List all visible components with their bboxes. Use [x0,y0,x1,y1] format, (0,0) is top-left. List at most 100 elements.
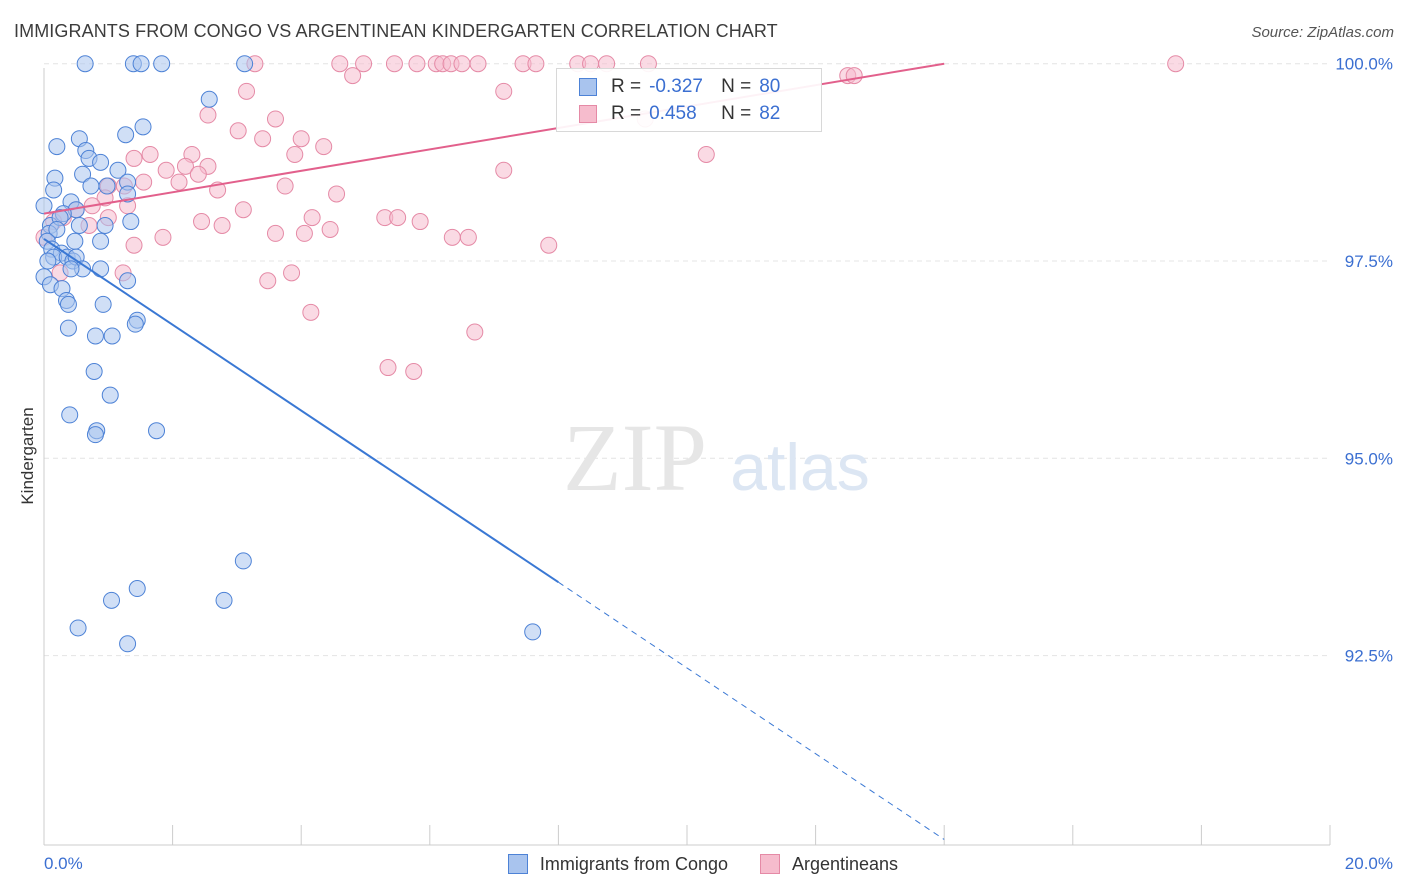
argentineans-point [540,236,558,254]
congo-point [126,315,144,333]
congo-legend-swatch [507,854,528,874]
argentineans-point [443,228,461,246]
x-tick-label: 0.0% [44,854,83,873]
argentineans-point [845,67,863,85]
congo-point [62,260,80,278]
argentineans-point [254,130,272,148]
watermark-atlas: atlas [730,430,869,504]
r-value: -0.327 [649,76,703,97]
stats-row-congo: R = -0.327 N = 80 [579,73,780,101]
argentineans-point [286,145,304,163]
congo-point [92,260,110,278]
argentineans-point [495,161,513,179]
grid-lines [44,63,1330,657]
congo-point [236,55,254,73]
y-tick-label: 95.0% [1345,449,1393,468]
congo-point [234,552,252,570]
argentineans-point [331,55,349,73]
stats-row-argentineans: R = 0.458 N = 82 [579,100,780,128]
argentineans-point [266,224,284,242]
congo-point [82,177,100,195]
stats-legend-box: R = -0.327 N = 80 R = 0.458 N = 82 [556,68,822,132]
congo-point [76,55,94,73]
congo-point [86,327,104,345]
congo-point [74,165,92,183]
argentineans-point [125,149,143,167]
congo-swatch [579,78,597,96]
argentineans-point [295,224,313,242]
argentineans-point [1167,55,1185,73]
argentineans-point [385,55,403,73]
watermark: ZIP atlas [563,404,870,511]
argentineans-point [266,110,284,128]
argentineans-point [234,201,252,219]
argentineans-point [469,55,487,73]
congo-point [524,623,542,641]
congo-point [69,619,87,637]
y-axis-title: Kindergarten [18,407,37,505]
argentineans-point [355,55,373,73]
x-tick-label: 20.0% [1345,854,1393,873]
argentineans-point [283,264,301,282]
argentineans-point [453,55,471,73]
congo-point [45,181,63,199]
congo-trend-line [43,238,559,584]
congo-point [59,319,77,337]
congo-point [153,55,171,73]
congo-point [92,232,110,250]
congo-point [103,327,121,345]
argentineans-point [157,161,175,179]
argentineans-point [213,217,231,235]
r-label: R = [611,103,642,124]
congo-point [103,591,121,609]
argentineans-point [189,165,207,183]
argentineans-point [303,209,321,227]
legend-item-argentineans[interactable]: Argentineans [759,854,898,875]
argentineans-point [302,303,320,321]
argentineans-point [141,145,159,163]
congo-point [59,295,77,313]
argentineans-point [259,272,277,290]
argentineans-point [193,213,211,231]
y-tick-label: 100.0% [1335,55,1393,74]
congo-point [85,363,103,381]
argentineans-swatch [579,105,597,123]
congo-point [148,422,166,440]
argentineans-point [328,185,346,203]
argentineans-point [238,82,256,100]
congo-point [122,213,140,231]
congo-point [61,406,79,424]
argentineans-legend-swatch [759,854,780,874]
congo-point [109,161,127,179]
congo-point [66,232,84,250]
congo-point [128,580,146,598]
argentineans-point [125,236,143,254]
argentineans-point [411,213,429,231]
congo-point [134,118,152,136]
congo-point [98,177,116,195]
argentineans-point [292,130,310,148]
congo-point [92,153,110,171]
congo-point [48,138,66,156]
argentineans-point [199,106,217,124]
congo-point [96,217,114,235]
congo-trend-extension [558,581,945,840]
chart-title: IMMIGRANTS FROM CONGO VS ARGENTINEAN KIN… [14,21,778,41]
congo-point [132,55,150,73]
tick-labels: 92.5% 95.0% 97.5% 100.0% 0.0% 20.0% [44,55,1393,873]
legend-item-congo[interactable]: Immigrants from Congo [507,853,728,875]
argentineans-point [527,55,545,73]
congo-point [101,386,119,404]
argentineans-point [229,122,247,140]
argentineans-point [170,173,188,191]
congo-points [35,55,542,653]
argentineans-point [315,138,333,156]
chart-legend: Immigrants from Congo Argentineans [0,852,1406,876]
legend-label-congo: Immigrants from Congo [539,853,728,874]
congo-point [94,295,112,313]
argentineans-point [408,55,426,73]
r-label: R = [611,76,642,97]
congo-point [119,185,137,203]
argentineans-point [389,209,407,227]
